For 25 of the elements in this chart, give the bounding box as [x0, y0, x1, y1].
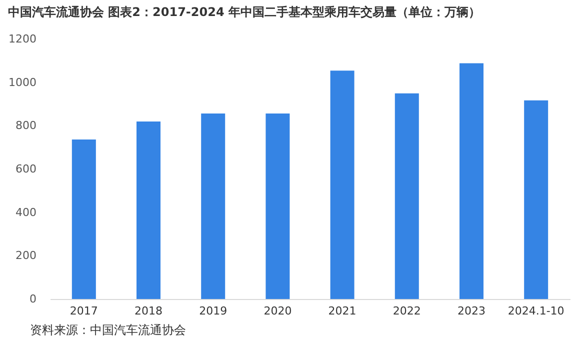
y-tick-label: 600 — [16, 162, 36, 176]
x-tick-label: 2019 — [199, 304, 228, 318]
x-tick-label: 2017 — [70, 304, 98, 318]
bar — [394, 93, 419, 299]
x-tick-label: 2022 — [392, 304, 421, 318]
bar — [72, 140, 96, 299]
x-tick-label: 2018 — [134, 304, 163, 318]
x-tick-label: 2021 — [328, 304, 356, 318]
bar — [201, 114, 226, 299]
x-tick-label: 2020 — [264, 304, 292, 318]
bar — [459, 63, 484, 299]
y-tick-label: 800 — [16, 119, 36, 132]
bar — [524, 100, 548, 299]
y-tick-label: 0 — [30, 292, 36, 306]
bar — [330, 70, 354, 299]
x-tick-label: 2024.1-10 — [508, 304, 564, 318]
x-tick-label: 2023 — [457, 304, 486, 318]
text: 资料来源：中国汽车流通协会 — [30, 323, 186, 337]
bar — [136, 122, 161, 299]
y-tick-label: 200 — [16, 249, 36, 262]
y-tick-label: 1000 — [8, 76, 36, 89]
y-tick-label: 1200 — [8, 32, 36, 46]
bar — [266, 114, 290, 299]
y-tick-label: 400 — [16, 206, 36, 219]
chart-title: 中国汽车流通协会 图表2：2017-2024 年中国二手基本型乘用车交易量（单位：万辆） — [8, 5, 480, 19]
